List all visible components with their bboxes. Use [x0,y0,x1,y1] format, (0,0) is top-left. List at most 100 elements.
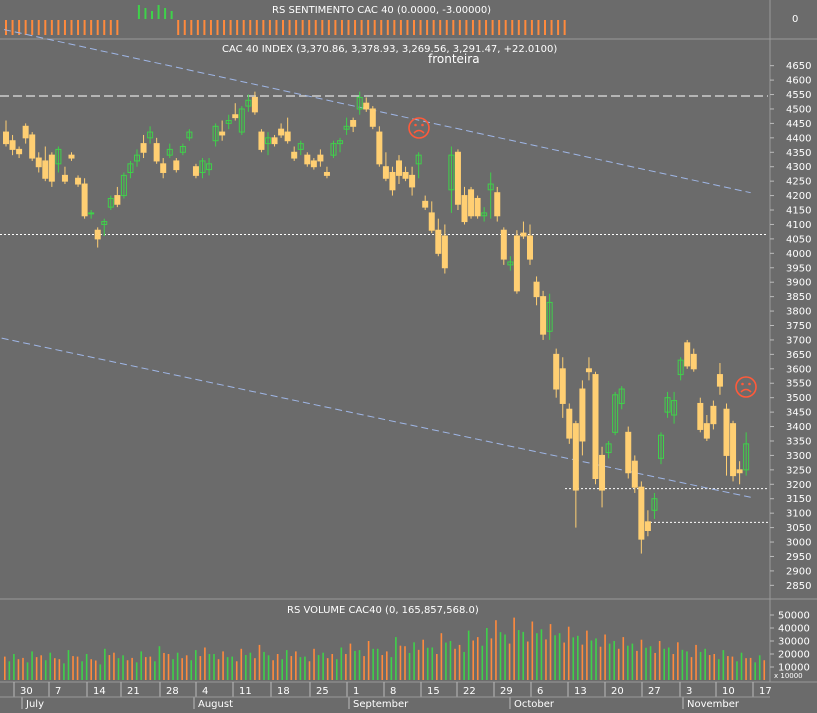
sentiment-bar [445,20,448,35]
sentiment-bar [249,20,252,35]
day-label: 13 [574,686,587,697]
volume-axis: 50000 40000 30000 20000 10000 [770,611,810,674]
candle-body [684,342,691,367]
candle-body [310,160,317,168]
volume-bar [486,628,488,680]
day-label: 18 [277,686,290,697]
candle-body [566,408,573,439]
candle-body [317,154,324,162]
y-tick-label: 3200 [786,480,811,491]
candle-body [743,443,750,471]
candle-body [179,146,186,153]
volume-bar [94,660,97,680]
volume-bar [208,654,211,680]
y-tick-label: 3400 [786,422,811,433]
volume-bar [285,650,288,680]
volume-bar [372,648,374,680]
sentiment-bar [190,20,193,35]
volume-bar [590,640,593,680]
day-label: 21 [127,686,140,697]
candle-body [710,405,717,425]
sentiment-bar [11,20,14,35]
month-label: August [198,699,233,709]
candle-body [527,235,533,260]
volume-bar [245,655,247,680]
candle-body [88,212,95,215]
candle-body [572,423,579,491]
y-tick-label: 4350 [786,148,811,159]
volume-bar [554,635,556,680]
candle-body [415,154,422,165]
volume-tick-label: 30000 [778,637,810,648]
candle-body [513,235,520,292]
candle-body [81,183,88,217]
sentiment-bar [550,20,553,35]
volume-bar [13,654,15,680]
candle-body [356,96,363,110]
volume-bar [504,634,506,680]
sentiment-bar [380,20,383,35]
candle-body [330,143,337,156]
volume-bar [672,654,675,680]
volume-bar [654,652,656,680]
volume-bar [140,651,143,680]
sentiment-bar [170,11,173,19]
candle-body [297,143,304,150]
sentiment-bar [458,20,461,35]
volume-bar [472,640,475,680]
volume-bar [572,637,575,680]
y-tick-label: 4400 [786,133,811,144]
day-label: 22 [463,686,476,697]
volume-bar [467,630,470,680]
volume-bar [490,638,493,680]
candle-body [192,166,199,176]
candle-body [22,125,29,139]
candle-body [585,368,592,373]
month-label: September [353,699,409,709]
candle-body [206,163,213,171]
candle-body [546,301,553,332]
volume-bar [99,664,102,680]
sentiment-bar [393,20,396,35]
volume-bar [577,635,579,680]
y-tick-label: 2850 [786,581,811,592]
volume-bar [627,645,629,680]
sentiment-axis-label: 0 [792,14,798,25]
candle-body [173,160,180,171]
y-tick-label: 4450 [786,119,811,130]
candle-body [48,154,55,182]
volume-bar [681,649,684,680]
volume-bar [522,631,525,680]
candle-body [461,195,468,223]
y-tick-label: 4600 [786,76,811,87]
y-tick-label: 4150 [786,206,811,217]
sentiment-bar [485,20,488,35]
candle-body [494,192,501,217]
volume-bar [54,658,56,680]
volume-bar [717,659,720,680]
day-label: 30 [20,686,33,697]
volume-bar [667,647,670,680]
volume-bar [458,644,461,680]
volume-bar [476,637,479,680]
day-label: 8 [390,686,396,697]
volume-bar [340,647,343,680]
sentiment-bar [354,20,357,35]
candle-body [533,281,540,298]
candle-body [441,235,448,269]
volume-bar [604,634,606,680]
sentiment-bar [37,20,40,35]
candle-body [278,128,285,136]
sentiment-bar [413,20,415,35]
volume-bar [317,655,320,680]
sentiment-bar [301,20,304,35]
volume-bar [26,662,29,680]
volume-bar [440,633,443,680]
sentiment-bar [367,20,370,35]
sentiment-bar [275,20,278,35]
volume-bar [158,646,161,680]
volume-tick-label: 10000 [778,663,810,674]
sentiment-bar [177,20,180,35]
volume-panel [4,617,766,680]
